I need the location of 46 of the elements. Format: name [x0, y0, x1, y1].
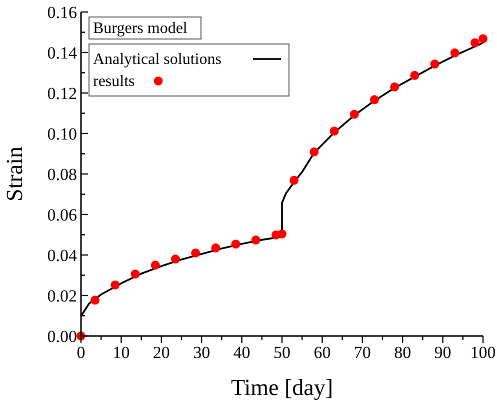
x-tick-label: 0	[76, 343, 86, 362]
point	[251, 236, 260, 245]
x-axis-title: Time [day]	[230, 375, 334, 400]
point	[90, 296, 100, 305]
y-tick-label: 0.06	[47, 205, 77, 224]
point	[278, 229, 286, 238]
point	[191, 248, 200, 258]
annotation: Burgers model	[93, 20, 188, 37]
y-tick-label: 0.08	[47, 164, 77, 184]
y-tick-label: 0.00	[47, 326, 77, 346]
x-tick-label: 30	[193, 343, 210, 362]
x-tick-label: 60	[314, 343, 331, 362]
y-tick-label: 0.10	[47, 124, 77, 144]
x-tick-label: 20	[152, 343, 170, 362]
x-tick-label: 90	[434, 343, 452, 362]
point	[350, 110, 359, 119]
point	[370, 95, 379, 104]
point	[450, 48, 460, 58]
x-tick-label: 10	[112, 343, 130, 362]
point	[478, 34, 488, 44]
x-tick-label: 70	[354, 343, 371, 362]
point	[130, 270, 140, 279]
x-tick-label: 50	[274, 343, 290, 362]
y-tick-label: 0.02	[47, 286, 77, 306]
x-tick-label: 80	[394, 343, 412, 362]
point	[211, 243, 220, 252]
point	[470, 38, 480, 48]
x-tick-label: 100	[470, 343, 496, 362]
point	[110, 280, 120, 290]
y-tick-label: 0.12	[47, 84, 77, 103]
y-tick-label: 0.16	[47, 2, 77, 22]
point	[390, 82, 400, 92]
legend-label: results	[93, 73, 135, 90]
legend-label: Analytical solutions	[93, 51, 222, 68]
y-tick-label: 0.04	[47, 246, 78, 265]
point	[290, 176, 299, 185]
point	[330, 126, 339, 136]
y-axis-title: Strain	[2, 146, 27, 202]
y-tick-label: 0.14	[47, 43, 78, 62]
point	[150, 260, 160, 270]
point	[310, 147, 319, 156]
x-tick-label: 40	[233, 343, 250, 362]
point	[430, 60, 440, 69]
point	[410, 70, 420, 80]
point	[231, 240, 240, 249]
point	[170, 254, 180, 264]
